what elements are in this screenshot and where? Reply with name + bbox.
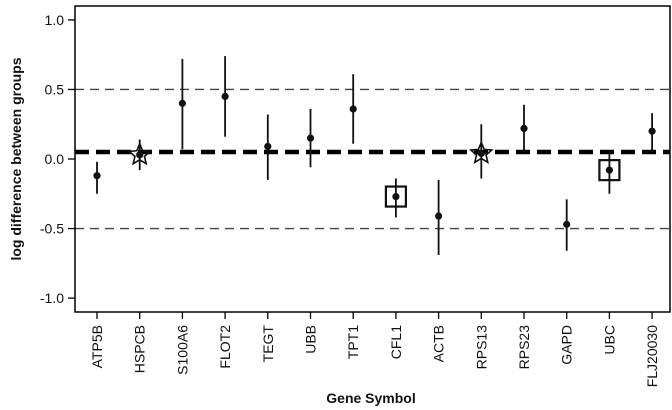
data-point (520, 124, 528, 132)
square-marker (384, 185, 407, 208)
data-point (136, 151, 144, 159)
x-tick-label: UBB (303, 325, 319, 354)
y-axis: -1.0 -0.5 0.0 0.5 1.0 (40, 12, 75, 306)
x-tick-label: GAPD (559, 325, 575, 365)
data-point (306, 134, 315, 142)
x-axis-label: Gene Symbol (326, 390, 415, 406)
x-tick-label: ACTB (431, 325, 447, 362)
x-tick-label: TEGT (260, 325, 276, 363)
x-tick-label: HSPCB (132, 325, 148, 373)
x-tick-label: S100A6 (174, 325, 190, 375)
data-point (477, 149, 485, 158)
x-tick-label: FLJ20030 (644, 325, 660, 387)
highlight-markers (127, 140, 621, 208)
x-tick-label: CFL1 (388, 325, 404, 359)
data-point (392, 192, 400, 201)
data-point (435, 212, 443, 220)
star-marker (127, 141, 153, 166)
y-tick-label: 1.0 (45, 12, 65, 28)
star-marker (468, 140, 494, 165)
x-tick-label: FLOT2 (217, 325, 233, 369)
data-point (264, 142, 272, 151)
x-tick-label: ATP5B (89, 325, 105, 368)
x-tick-label: UBC (601, 325, 617, 355)
data-point (178, 99, 186, 107)
y-tick-label: 0.0 (45, 151, 65, 167)
x-axis: ATP5B HSPCB S100A6 FLOT2 TEGT UBB TPT1 CFL1 ACTB… (89, 312, 660, 387)
reference-lines (75, 88, 670, 230)
plot-frame (74, 5, 671, 313)
x-tick-label: RPS23 (516, 325, 532, 370)
data-point (563, 220, 571, 228)
data-point (605, 166, 614, 174)
y-tick-label: -1.0 (40, 290, 64, 306)
square-marker (598, 159, 621, 182)
data-point (349, 105, 357, 113)
y-axis-label: log difference between groups (8, 57, 24, 260)
data-point (221, 92, 229, 101)
data-points (93, 92, 656, 228)
y-tick-label: -0.5 (40, 221, 64, 237)
x-tick-label: RPS13 (473, 325, 489, 370)
data-point (648, 127, 656, 135)
y-tick-label: 0.5 (45, 81, 65, 97)
data-point (93, 172, 101, 180)
x-tick-label: TPT1 (345, 325, 361, 359)
